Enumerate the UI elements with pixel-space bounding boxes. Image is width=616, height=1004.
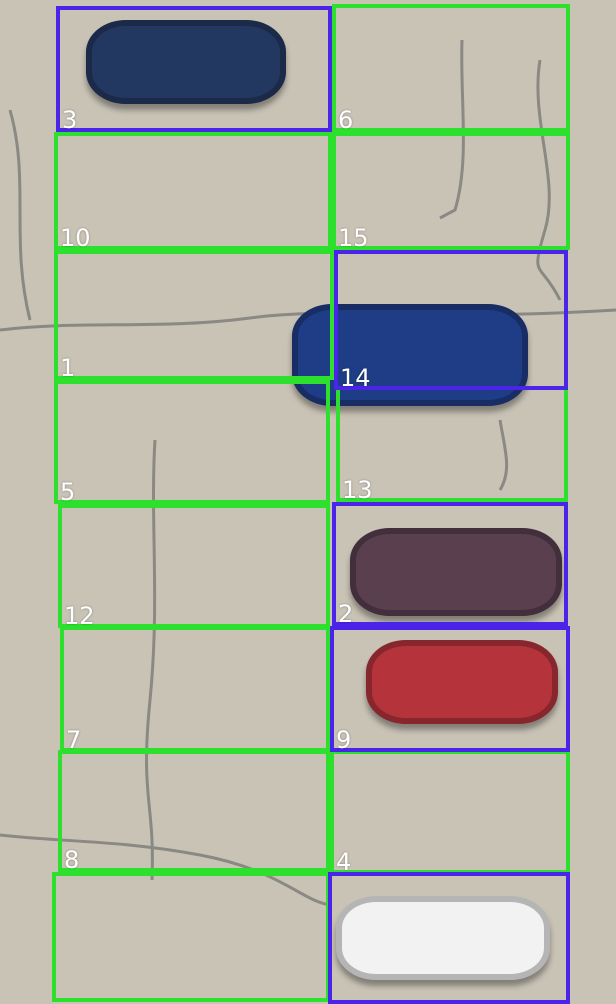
parking-slot: 2 (332, 502, 568, 626)
car-dark-blue (86, 20, 286, 104)
slot-label: 14 (340, 364, 371, 392)
slot-label: 3 (62, 106, 78, 134)
parking-slot: 14 (334, 250, 568, 390)
parking-slot: 4 (330, 750, 570, 874)
parking-slot: 3 (56, 6, 332, 132)
car-maroon (350, 528, 562, 616)
parking-slot: 7 (60, 626, 330, 752)
parking-slot: 12 (58, 504, 330, 628)
car-white (336, 896, 550, 980)
slot-label: 15 (338, 224, 369, 252)
slot-label: 2 (338, 600, 354, 628)
slot-label: 9 (336, 726, 352, 754)
parking-slot: 8 (58, 750, 330, 872)
parking-slot: 9 (330, 626, 570, 752)
slot-label: 1 (60, 354, 76, 382)
parking-slot: 5 (54, 380, 330, 504)
parking-slot: 6 (332, 4, 570, 132)
slot-label: 7 (66, 726, 82, 754)
slot-label: 12 (64, 602, 95, 630)
slot-label: 10 (60, 224, 91, 252)
car-red (366, 640, 558, 724)
slot-label: 13 (342, 476, 373, 504)
slot-label: 4 (336, 848, 352, 876)
parking-slot: 1 (54, 250, 334, 380)
parking-slot (52, 872, 330, 1002)
parking-slot (328, 872, 570, 1004)
slot-label: 5 (60, 478, 76, 506)
parking-slot: 15 (332, 132, 570, 250)
slot-label: 8 (64, 846, 80, 874)
slot-label: 6 (338, 106, 354, 134)
parking-slot: 10 (54, 132, 332, 250)
parking-slot: 13 (336, 386, 568, 502)
